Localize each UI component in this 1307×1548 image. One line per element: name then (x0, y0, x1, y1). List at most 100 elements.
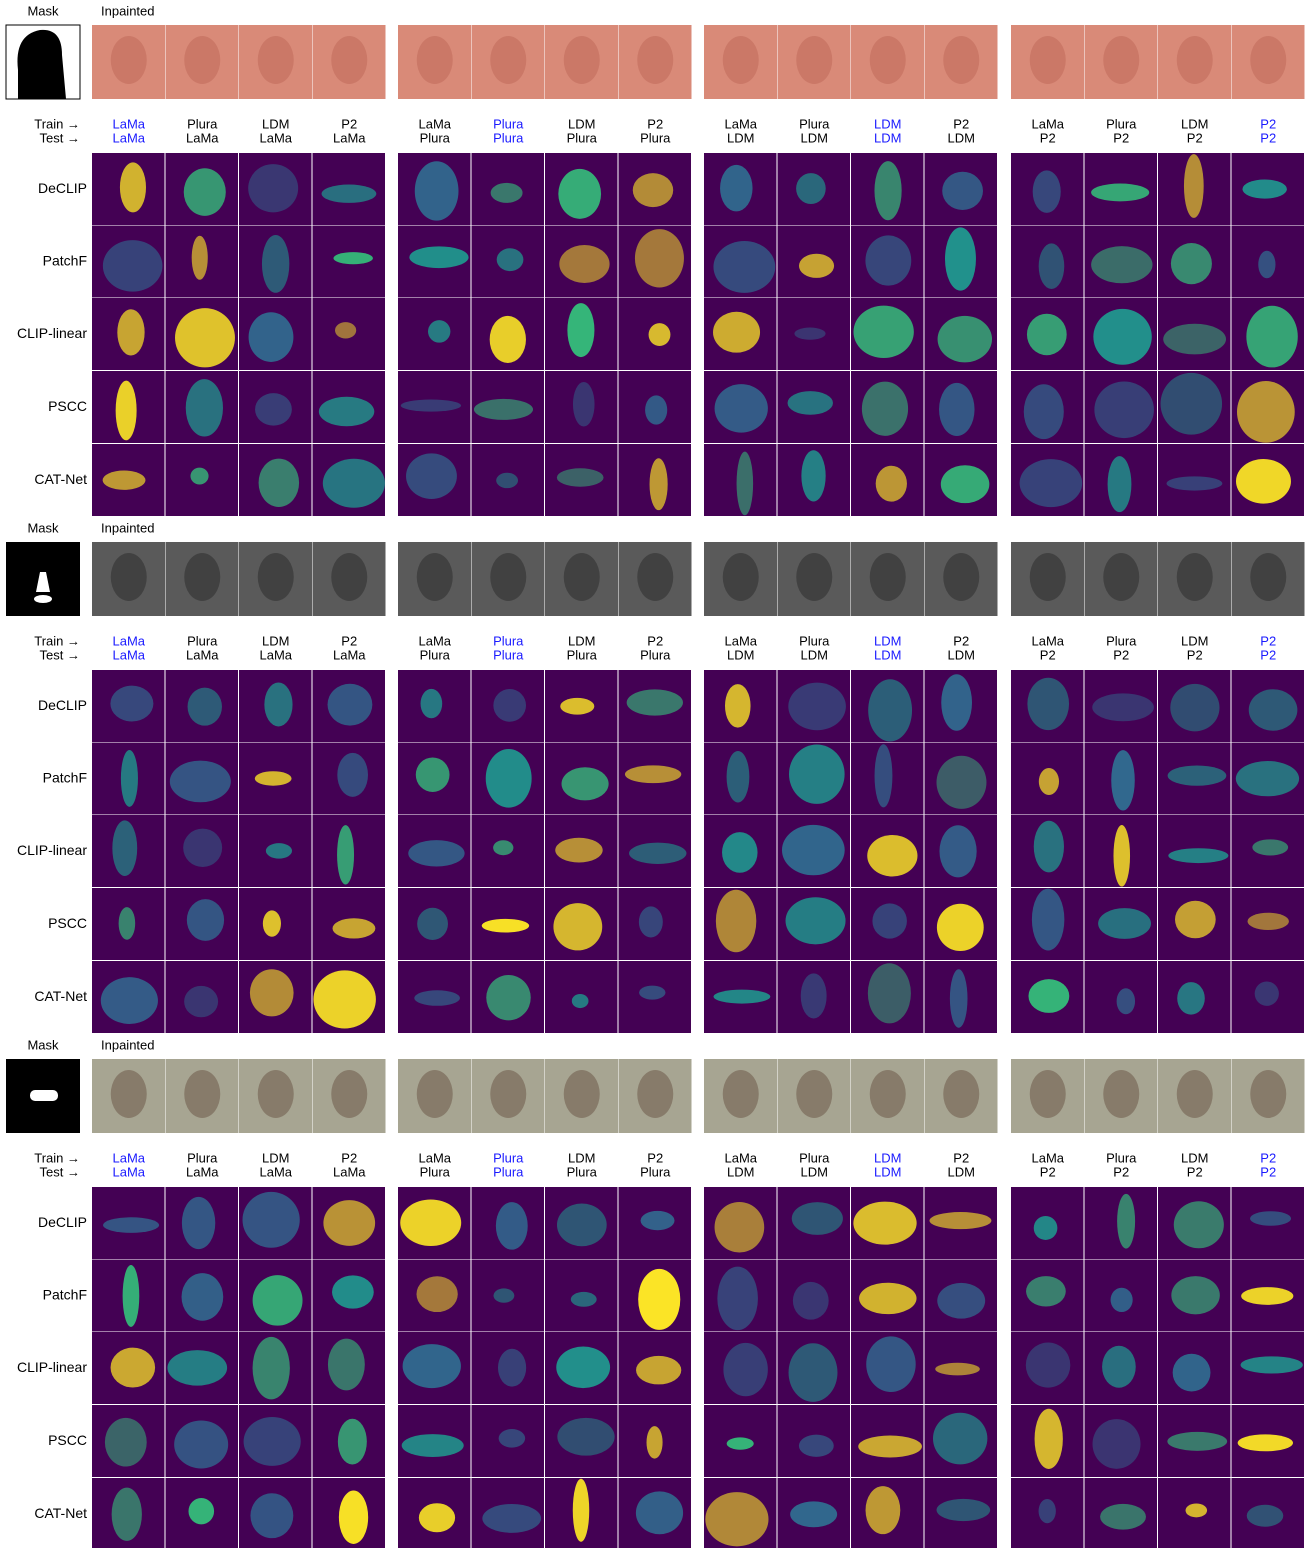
heatmap-blob (1091, 246, 1152, 283)
heatmap-blob (1111, 750, 1135, 810)
inpainted-label: Inpainted (101, 1037, 155, 1052)
heatmap-blob (639, 906, 663, 937)
heatmap-blob (1246, 306, 1297, 368)
heatmap-blob (650, 458, 668, 510)
test-label: LDM (801, 647, 828, 662)
heatmap-blob (1167, 476, 1223, 490)
heatmap-blob (101, 977, 158, 1024)
heatmap-blob (1250, 1211, 1291, 1226)
heatmap-blob (727, 1437, 754, 1449)
face (1250, 36, 1286, 84)
heatmap-blob (486, 749, 532, 808)
heatmap-blob (782, 825, 845, 875)
heatmap-blob (937, 1283, 985, 1319)
heatmap-blob (1184, 154, 1204, 218)
test-label: Plura (493, 1164, 524, 1179)
heatmap-blob (1186, 1504, 1208, 1518)
heatmap-blob (1171, 243, 1212, 284)
train-label: LaMa (724, 633, 757, 648)
heatmap-blob (175, 308, 235, 367)
heatmap-blob (421, 689, 443, 718)
test-label: Plura (420, 1164, 451, 1179)
train-label: LDM (262, 116, 289, 131)
heatmap-blob (250, 1493, 293, 1538)
heatmap-blob (170, 761, 231, 803)
heatmap-blob (328, 684, 373, 726)
heatmap-blob (401, 400, 461, 412)
heatmap-blob (725, 684, 751, 728)
heatmap-blob (572, 994, 589, 1008)
heatmap-blob (937, 904, 984, 951)
heatmap-blob (1258, 251, 1275, 279)
heatmap-blob (789, 744, 845, 803)
heatmap-blob (1247, 1505, 1284, 1527)
heatmap-blob (858, 1436, 922, 1458)
heatmap-blob (853, 306, 913, 358)
test-label: LDM (948, 647, 975, 662)
test-label: P2 (1187, 1164, 1203, 1179)
heatmap-blob (337, 825, 354, 884)
train-label: LaMa (1031, 633, 1064, 648)
heatmap-blob (853, 1202, 916, 1245)
heatmap-blob (945, 227, 976, 290)
test-label: P2 (1187, 647, 1203, 662)
heatmap-blob (313, 970, 375, 1028)
train-label: P2 (1260, 116, 1276, 131)
heatmap-blob (250, 969, 294, 1016)
mask-region (30, 1090, 58, 1101)
heatmap-blob (567, 303, 594, 357)
heatmap-blob (1093, 309, 1151, 365)
heatmap-blob (1117, 988, 1135, 1014)
heatmap-blob (498, 1349, 526, 1387)
method-label: CAT-Net (34, 988, 87, 1004)
heatmap-blob (1111, 1288, 1133, 1312)
face (870, 553, 906, 601)
method-label: DeCLIP (38, 697, 87, 713)
train-label: Plura (187, 116, 218, 131)
heatmap-blob (950, 969, 968, 1028)
method-label: PatchF (43, 253, 87, 269)
face (258, 553, 294, 601)
heatmap-blob (105, 1418, 147, 1467)
train-label: P2 (341, 633, 357, 648)
heatmap-blob (116, 381, 137, 441)
heatmap-blob (933, 1413, 987, 1465)
heatmap-blob (645, 395, 667, 424)
face (796, 553, 832, 601)
face (870, 1070, 906, 1118)
heatmap-blob (639, 986, 665, 1000)
heatmap-blob (715, 384, 768, 433)
heatmap-blob (1238, 1434, 1293, 1451)
heatmap-blob (558, 169, 601, 219)
face (1177, 36, 1213, 84)
mask-label: Mask (27, 520, 59, 535)
heatmap-blob (328, 1339, 365, 1391)
face (1103, 1070, 1139, 1118)
heatmap-blob (1094, 381, 1154, 438)
train-label: LaMa (724, 116, 757, 131)
heatmap-blob (110, 686, 153, 722)
test-label: Plura (567, 1164, 598, 1179)
train-label: Plura (799, 116, 830, 131)
heatmap-blob (1175, 901, 1216, 939)
heatmap-blob (338, 1419, 367, 1465)
heatmap-blob (939, 825, 976, 877)
test-label: LaMa (112, 130, 145, 145)
test-label: LaMa (186, 130, 219, 145)
heatmap-blob (493, 689, 526, 722)
mask-image (6, 25, 80, 99)
heatmap-blob (1091, 184, 1149, 202)
test-label: LaMa (259, 1164, 292, 1179)
method-label: CLIP-linear (17, 1359, 87, 1375)
test-label: LaMa (112, 1164, 145, 1179)
face (184, 36, 220, 84)
heatmap-blob (794, 328, 825, 340)
train-axis-label: Train → (34, 1150, 80, 1165)
train-label: LaMa (418, 1150, 451, 1165)
test-axis-label: Test → (40, 1164, 80, 1179)
train-label: Plura (1106, 116, 1137, 131)
face (723, 553, 759, 601)
heatmap-blob (182, 1197, 215, 1249)
heatmap-blob (103, 240, 163, 292)
test-label: P2 (1040, 1164, 1056, 1179)
